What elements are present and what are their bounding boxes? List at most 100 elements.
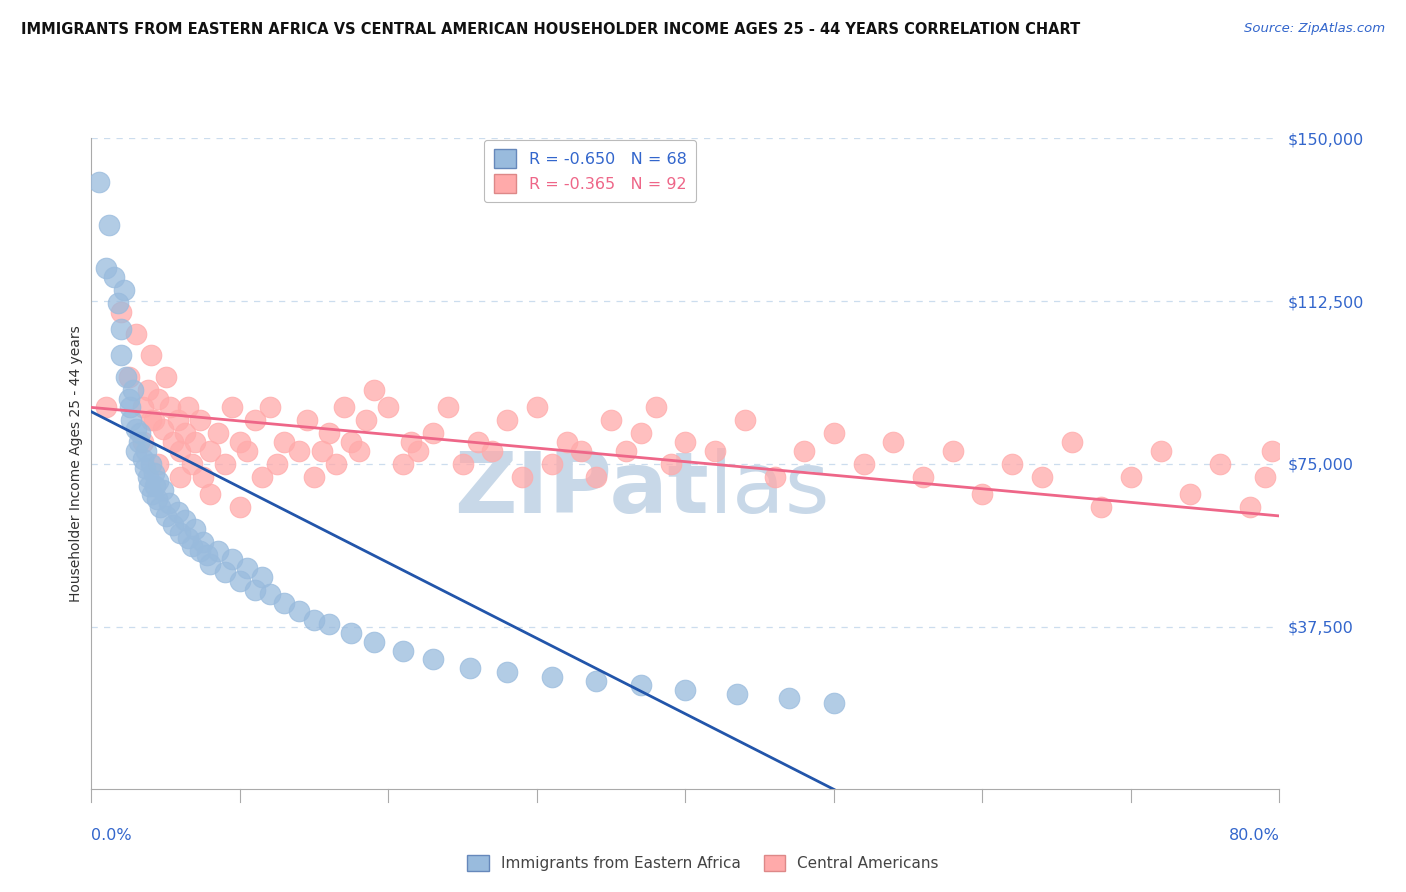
Point	[139, 457, 162, 471]
Point	[347, 443, 370, 458]
Point	[318, 617, 340, 632]
Point	[555, 435, 578, 450]
Point	[118, 401, 141, 415]
Point	[141, 487, 163, 501]
Point	[911, 470, 934, 484]
Y-axis label: Householder Income Ages 25 - 44 years: Householder Income Ages 25 - 44 years	[69, 326, 83, 602]
Point	[793, 443, 815, 458]
Point	[132, 452, 155, 467]
Point	[585, 470, 607, 484]
Point	[191, 535, 214, 549]
Point	[169, 526, 191, 541]
Point	[243, 582, 266, 597]
Point	[363, 635, 385, 649]
Point	[114, 370, 136, 384]
Point	[155, 508, 177, 523]
Legend: Immigrants from Eastern Africa, Central Americans: Immigrants from Eastern Africa, Central …	[461, 849, 945, 877]
Point	[243, 413, 266, 427]
Point	[128, 435, 150, 450]
Point	[121, 413, 143, 427]
Point	[155, 370, 177, 384]
Point	[229, 574, 252, 588]
Point	[191, 470, 214, 484]
Point	[392, 643, 415, 657]
Point	[195, 548, 218, 562]
Point	[125, 443, 148, 458]
Point	[526, 401, 548, 415]
Text: 0.0%: 0.0%	[91, 828, 132, 843]
Point	[236, 561, 259, 575]
Point	[1239, 500, 1261, 515]
Point	[725, 687, 748, 701]
Point	[259, 587, 281, 601]
Point	[250, 470, 273, 484]
Point	[174, 513, 197, 527]
Text: Source: ZipAtlas.com: Source: ZipAtlas.com	[1244, 22, 1385, 36]
Point	[174, 426, 197, 441]
Point	[422, 426, 444, 441]
Point	[288, 604, 311, 618]
Point	[159, 401, 181, 415]
Point	[162, 517, 184, 532]
Point	[540, 669, 562, 683]
Point	[659, 457, 682, 471]
Point	[177, 401, 200, 415]
Point	[177, 531, 200, 545]
Point	[673, 682, 696, 697]
Point	[882, 435, 904, 450]
Point	[148, 457, 170, 471]
Point	[1209, 457, 1232, 471]
Point	[451, 457, 474, 471]
Point	[571, 443, 593, 458]
Point	[510, 470, 533, 484]
Point	[139, 348, 162, 362]
Point	[734, 413, 756, 427]
Point	[136, 383, 159, 397]
Point	[266, 457, 288, 471]
Point	[87, 175, 110, 189]
Point	[152, 422, 174, 436]
Point	[288, 443, 311, 458]
Point	[157, 496, 180, 510]
Point	[110, 348, 132, 362]
Point	[132, 401, 155, 415]
Point	[188, 413, 211, 427]
Point	[145, 491, 167, 506]
Point	[110, 305, 132, 319]
Point	[96, 401, 118, 415]
Point	[125, 326, 148, 341]
Point	[392, 457, 415, 471]
Point	[181, 457, 204, 471]
Point	[117, 392, 139, 406]
Point	[166, 505, 188, 519]
Point	[250, 570, 273, 584]
Point	[152, 483, 174, 497]
Point	[142, 466, 165, 480]
Point	[184, 522, 207, 536]
Point	[166, 413, 188, 427]
Point	[162, 435, 184, 450]
Point	[96, 261, 118, 276]
Point	[149, 500, 172, 515]
Point	[302, 613, 325, 627]
Point	[103, 270, 125, 285]
Point	[181, 539, 204, 553]
Point	[333, 401, 356, 415]
Text: las: las	[709, 449, 831, 532]
Point	[972, 487, 994, 501]
Point	[540, 457, 562, 471]
Point	[1149, 443, 1171, 458]
Point	[354, 413, 377, 427]
Point	[169, 470, 191, 484]
Point	[221, 401, 243, 415]
Text: ZIPat: ZIPat	[454, 449, 709, 532]
Point	[138, 478, 160, 492]
Point	[1119, 470, 1142, 484]
Point	[600, 413, 623, 427]
Point	[704, 443, 727, 458]
Point	[778, 691, 800, 706]
Point	[481, 443, 503, 458]
Point	[458, 661, 481, 675]
Point	[311, 443, 333, 458]
Point	[143, 478, 166, 492]
